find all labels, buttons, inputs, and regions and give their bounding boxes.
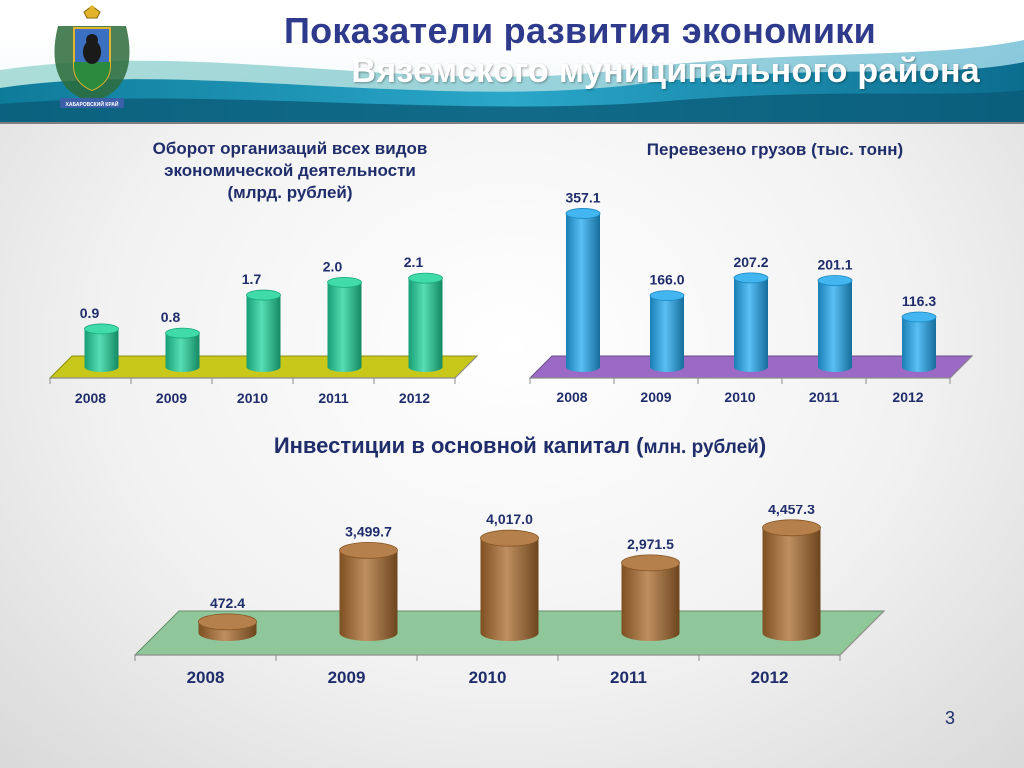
value-label-2009: 166.0 bbox=[649, 272, 684, 288]
header-banner: ХАБАРОВСКИЙ КРАЙ Показатели развития эко… bbox=[0, 0, 1024, 124]
bar-top-2010 bbox=[480, 529, 539, 547]
category-label-2011: 2011 bbox=[610, 668, 647, 687]
bar-2008 bbox=[566, 213, 600, 372]
bar-2011 bbox=[621, 562, 680, 641]
bar-2010 bbox=[734, 277, 768, 372]
value-label-2012: 2.1 bbox=[404, 254, 424, 270]
investment-title-unit: млн. рублей bbox=[643, 437, 759, 458]
value-label-2010: 207.2 bbox=[733, 254, 768, 270]
bar-top-2011 bbox=[327, 276, 362, 288]
bar-2010 bbox=[480, 538, 539, 641]
category-label-2009: 2009 bbox=[640, 389, 671, 405]
category-label-2012: 2012 bbox=[892, 389, 923, 405]
bar-top-2011 bbox=[621, 554, 680, 572]
value-label-2008: 0.9 bbox=[80, 305, 100, 321]
bar-2012 bbox=[902, 316, 936, 372]
category-label-2012: 2012 bbox=[399, 390, 430, 406]
category-label-2008: 2008 bbox=[187, 668, 225, 687]
cargo-title-text: Перевезено грузов (тыс. тонн) bbox=[646, 140, 904, 159]
category-label-2008: 2008 bbox=[75, 390, 106, 406]
floor-edge bbox=[454, 355, 478, 379]
bar-top-2011 bbox=[817, 275, 853, 286]
bar-2011 bbox=[818, 280, 852, 372]
category-label-2011: 2011 bbox=[809, 389, 840, 405]
bar-top-2008 bbox=[565, 208, 601, 219]
turnover-chart: 0.9 0.8 1.7 2.0 2.1 2008 2009 2010 2011 2012 bbox=[48, 254, 479, 406]
floor-edge bbox=[949, 355, 973, 379]
investment-chart-title: Инвестиции в основной капитал (млн. рубл… bbox=[150, 433, 890, 459]
value-label-2011: 201.1 bbox=[817, 257, 852, 273]
bar-2012 bbox=[408, 278, 443, 372]
bar-2009 bbox=[650, 295, 684, 372]
value-label-2009: 0.8 bbox=[161, 309, 181, 325]
value-label-2012: 116.3 bbox=[902, 293, 936, 309]
bar-top-2008 bbox=[198, 613, 257, 631]
category-label-2010: 2010 bbox=[237, 390, 268, 406]
category-label-2010: 2010 bbox=[469, 668, 507, 687]
emblem-caption: ХАБАРОВСКИЙ КРАЙ bbox=[66, 100, 119, 108]
bar-top-2010 bbox=[246, 289, 281, 301]
bar-2009 bbox=[339, 550, 398, 641]
value-label-2010: 1.7 bbox=[242, 271, 262, 287]
turnover-title-line: экономической деятельности bbox=[164, 161, 416, 180]
bar-2011 bbox=[327, 282, 362, 372]
category-label-2009: 2009 bbox=[156, 390, 187, 406]
bar-top-2012 bbox=[901, 311, 937, 323]
value-label-2008: 357.1 bbox=[565, 190, 600, 205]
bar-top-2012 bbox=[408, 272, 443, 284]
value-label-2008: 472.4 bbox=[210, 595, 245, 611]
bar-2008 bbox=[84, 328, 119, 372]
bar-top-2009 bbox=[649, 290, 685, 302]
bar-2010 bbox=[246, 295, 281, 372]
value-label-2012: 4,457.3 bbox=[768, 505, 815, 517]
page-number: 3 bbox=[945, 708, 956, 728]
investment-title-close: ) bbox=[758, 433, 767, 458]
cargo-chart-title: Перевезено грузов (тыс. тонн) bbox=[560, 140, 990, 160]
bar-2012 bbox=[762, 527, 821, 641]
bar-top-2012 bbox=[762, 519, 821, 537]
category-label-2009: 2009 bbox=[328, 668, 366, 687]
turnover-title-line: Оборот организаций всех видов bbox=[152, 139, 428, 158]
value-label-2011: 2,971.5 bbox=[627, 536, 674, 552]
investment-chart: 472.4 3,499.7 4,017.0 2,971.5 4,457.3 2008 200… bbox=[133, 505, 886, 687]
coat-of-arms-icon: ХАБАРОВСКИЙ КРАЙ bbox=[54, 5, 130, 108]
category-label-2011: 2011 bbox=[318, 390, 349, 406]
cargo-chart: 357.1 166.0 207.2 201.1 116.3 2008 2009 2010 201… bbox=[528, 190, 974, 405]
category-label-2010: 2010 bbox=[724, 389, 755, 405]
value-label-2010: 4,017.0 bbox=[486, 511, 533, 527]
turnover-chart-title: Оборот организаций всех видов экономичес… bbox=[105, 138, 475, 204]
bar-top-2010 bbox=[733, 272, 769, 284]
category-label-2012: 2012 bbox=[751, 668, 789, 687]
bar-top-2009 bbox=[339, 542, 398, 559]
bar-top-2009 bbox=[165, 327, 200, 339]
wave-background bbox=[0, 40, 1024, 122]
page-title-line2: Вяземского муниципального района bbox=[351, 52, 980, 90]
category-label-2008: 2008 bbox=[556, 389, 587, 405]
bar-top-2008 bbox=[84, 323, 119, 335]
turnover-title-line: (млрд. рублей) bbox=[227, 183, 353, 202]
bar-2009 bbox=[165, 333, 200, 372]
page-title-line1: Показатели развития экономики bbox=[283, 10, 877, 51]
floor-edge bbox=[839, 610, 885, 656]
value-label-2011: 2.0 bbox=[323, 258, 343, 274]
investment-title-main: Инвестиции в основной капитал ( bbox=[273, 433, 644, 458]
value-label-2009: 3,499.7 bbox=[345, 523, 392, 539]
